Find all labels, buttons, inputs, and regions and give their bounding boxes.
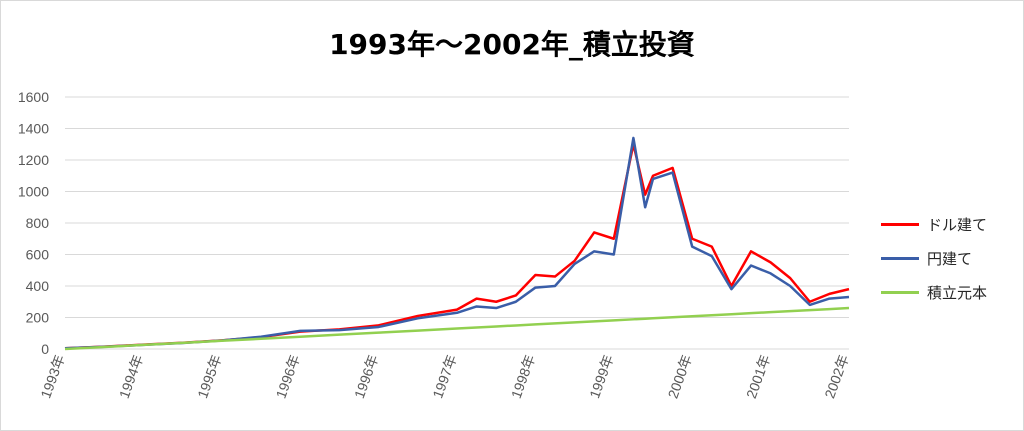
x-tick-label: 2000年 [665, 353, 695, 401]
y-tick-label: 1400 [18, 121, 49, 137]
x-tick-label: 1994年 [116, 353, 146, 401]
legend-swatch-dollar [881, 222, 919, 226]
y-tick-label: 600 [26, 247, 50, 263]
y-tick-label: 400 [26, 278, 50, 294]
y-tick-label: 200 [26, 310, 50, 326]
x-tick-label: 2001年 [743, 353, 773, 401]
x-tick-label: 1996年 [273, 353, 303, 401]
series-line-yen [64, 136, 850, 350]
legend-label-principal: 積立元本 [927, 283, 988, 302]
legend-swatch-principal [881, 290, 919, 294]
y-tick-label: 1600 [18, 89, 49, 105]
x-tick-label: 1998年 [508, 353, 538, 401]
legend-label-dollar: ドル建て [927, 215, 988, 234]
x-tick-label: 1993年 [37, 353, 67, 401]
series-line-principal [64, 306, 850, 351]
chart-title: 1993年～2002年_積立投資 [329, 28, 695, 61]
x-tick-label: 1995年 [194, 353, 224, 401]
x-tick-label: 1997年 [429, 353, 459, 401]
x-tick-label: 2002年 [821, 353, 851, 401]
x-tick-label: 1999年 [586, 353, 616, 401]
y-tick-label: 1200 [18, 152, 49, 168]
legend: ドル建て 円建て 積立元本 [881, 207, 987, 309]
y-tick-label: 800 [26, 215, 50, 231]
legend-swatch-yen [881, 256, 919, 260]
y-tick-label: 0 [41, 341, 49, 357]
legend-item-principal: 積立元本 [881, 275, 987, 309]
x-tick-label: 1996年 [351, 353, 381, 401]
legend-item-dollar: ドル建て [881, 207, 987, 241]
legend-label-yen: 円建て [927, 249, 973, 268]
y-tick-label: 1000 [18, 184, 49, 200]
legend-item-yen: 円建て [881, 241, 987, 275]
